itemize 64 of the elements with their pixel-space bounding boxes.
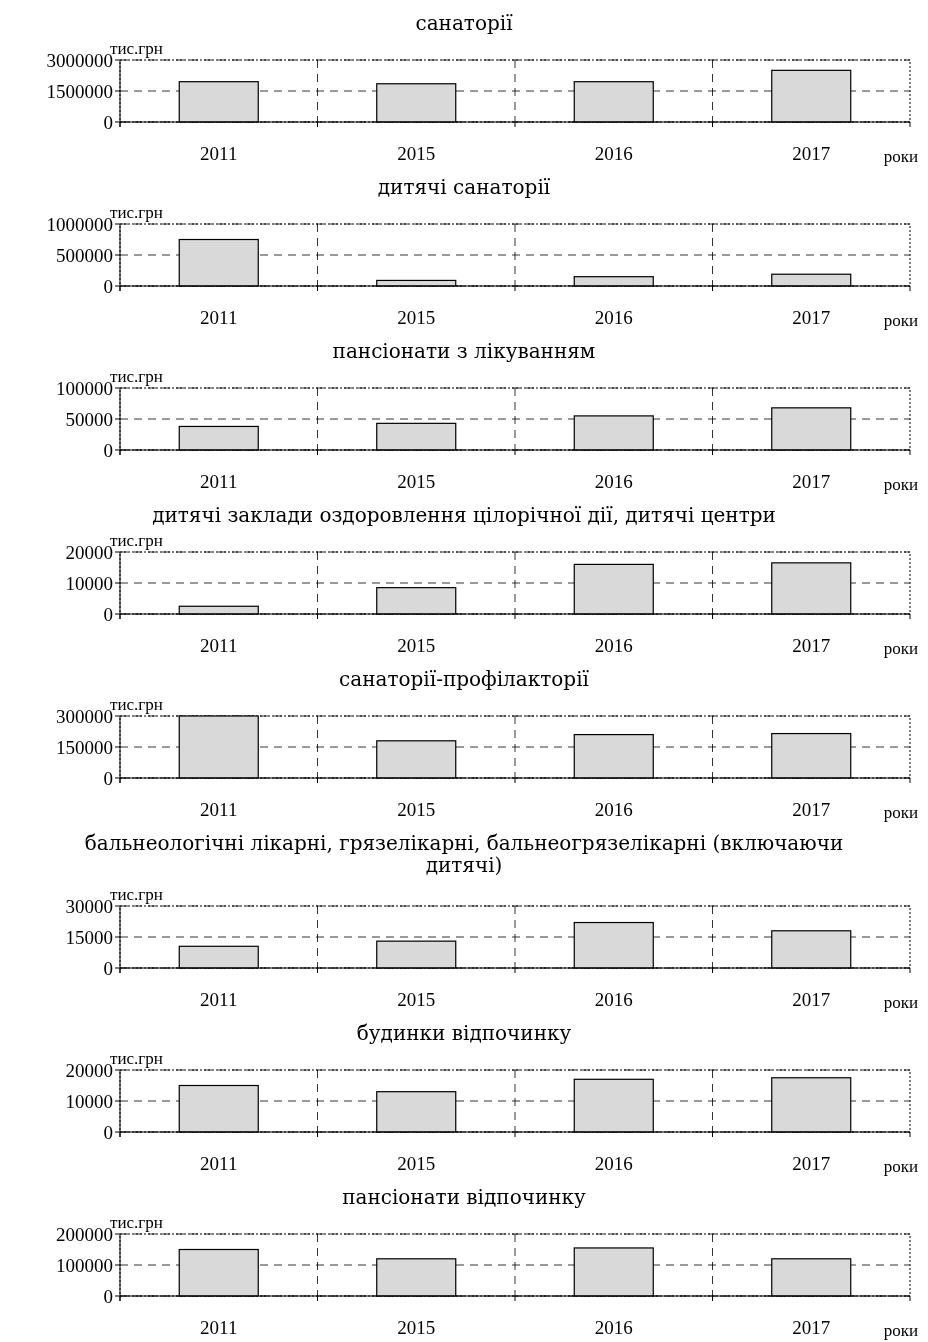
x-tick-label: 2016 (594, 635, 633, 656)
x-tick-label: 2016 (594, 799, 633, 820)
x-tick-label: 2017 (792, 635, 831, 656)
x-tick-label: 2011 (200, 471, 238, 492)
x-tick-label: 2015 (397, 989, 436, 1010)
x-axis-title: роки (883, 993, 918, 1012)
chart-title: дитячі санаторії (377, 175, 551, 199)
x-tick-label: 2016 (594, 307, 633, 328)
chart-title: пансіонати з лікуванням (332, 339, 596, 363)
y-tick-label: 0 (103, 1285, 113, 1307)
x-tick-label: 2015 (397, 1317, 436, 1338)
x-tick-label: 2015 (397, 635, 436, 656)
chart-title: дитячі заклади оздоровлення цілорічної дії, дитячі центри (152, 503, 776, 527)
chart-title: санаторії-профілакторії (339, 667, 590, 691)
x-tick-label: 2011 (200, 635, 238, 656)
x-tick-label: 2011 (200, 307, 238, 328)
chart-title: будинки відпочинку (356, 1021, 572, 1045)
x-tick-label: 2015 (397, 471, 436, 492)
y-tick-label: 10000 (65, 572, 113, 594)
x-tick-label: 2011 (200, 1317, 238, 1338)
x-axis-title: роки (883, 803, 918, 822)
y-tick-label: 0 (103, 1121, 113, 1143)
x-tick-label: 2017 (792, 989, 831, 1010)
y-tick-label: 100000 (56, 1254, 113, 1276)
y-tick-label: 0 (103, 275, 113, 297)
y-tick-label: 0 (103, 439, 113, 461)
x-tick-label: 2011 (200, 1153, 238, 1174)
x-tick-label: 2015 (397, 799, 436, 820)
y-tick-label: 15000 (65, 926, 113, 948)
chart-title: бальнеологічні лікарні, грязелікарні, бальнеогрязелікарні (включаючи дитячі) (84, 831, 844, 877)
x-axis-title: роки (883, 1321, 918, 1340)
x-tick-label: 2015 (397, 1153, 436, 1174)
x-tick-label: 2016 (594, 471, 633, 492)
x-tick-label: 2011 (200, 799, 238, 820)
x-tick-label: 2017 (792, 799, 831, 820)
x-tick-label: 2015 (397, 307, 436, 328)
x-axis-title: роки (883, 1157, 918, 1176)
y-tick-label: 150000 (56, 736, 113, 758)
y-tick-label: 0 (103, 957, 113, 979)
x-axis-title: роки (883, 639, 918, 658)
x-tick-label: 2016 (594, 989, 633, 1010)
x-tick-label: 2011 (200, 989, 238, 1010)
chart-title: санаторії (415, 11, 514, 35)
x-tick-label: 2016 (594, 143, 633, 164)
y-tick-label: 0 (103, 767, 113, 789)
chart-title: пансіонати відпочинку (342, 1185, 587, 1209)
x-tick-label: 2017 (792, 1317, 831, 1338)
y-tick-label: 1500000 (46, 80, 113, 102)
x-tick-label: 2017 (792, 1153, 831, 1174)
x-tick-label: 2017 (792, 471, 831, 492)
x-tick-label: 2017 (792, 143, 831, 164)
y-tick-label: 0 (103, 111, 113, 133)
y-tick-label: 50000 (65, 408, 113, 430)
x-tick-label: 2015 (397, 143, 436, 164)
y-tick-label: 0 (103, 603, 113, 625)
x-tick-label: 2016 (594, 1153, 633, 1174)
x-tick-label: 2011 (200, 143, 238, 164)
x-axis-title: роки (883, 475, 918, 494)
x-tick-label: 2016 (594, 1317, 633, 1338)
x-axis-title: роки (883, 311, 918, 330)
y-tick-label: 500000 (56, 244, 113, 266)
x-tick-label: 2017 (792, 307, 831, 328)
x-axis-title: роки (883, 147, 918, 166)
y-tick-label: 10000 (65, 1090, 113, 1112)
